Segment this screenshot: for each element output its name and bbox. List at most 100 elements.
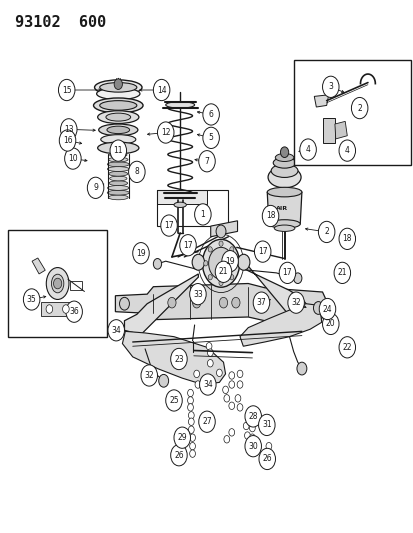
Circle shape bbox=[108, 320, 124, 341]
Text: 29: 29 bbox=[177, 433, 187, 442]
Polygon shape bbox=[313, 95, 328, 107]
Circle shape bbox=[193, 370, 199, 377]
Circle shape bbox=[228, 429, 234, 436]
Ellipse shape bbox=[107, 126, 129, 134]
Text: 19: 19 bbox=[136, 249, 145, 258]
Circle shape bbox=[179, 235, 196, 256]
Text: 25: 25 bbox=[169, 396, 178, 405]
Polygon shape bbox=[122, 332, 225, 384]
Circle shape bbox=[218, 241, 223, 246]
Circle shape bbox=[62, 305, 69, 313]
Circle shape bbox=[231, 297, 240, 308]
Polygon shape bbox=[243, 261, 309, 321]
Circle shape bbox=[215, 261, 231, 282]
Text: 18: 18 bbox=[265, 212, 275, 221]
Circle shape bbox=[262, 205, 278, 227]
Ellipse shape bbox=[267, 187, 301, 197]
Circle shape bbox=[243, 422, 249, 430]
Text: 12: 12 bbox=[161, 128, 170, 137]
Circle shape bbox=[160, 215, 177, 236]
Circle shape bbox=[165, 390, 182, 411]
Circle shape bbox=[198, 151, 215, 172]
Circle shape bbox=[189, 450, 195, 457]
Text: 36: 36 bbox=[69, 307, 79, 316]
Bar bbox=[8, 230, 107, 337]
Circle shape bbox=[192, 297, 200, 308]
Text: 17: 17 bbox=[257, 247, 267, 256]
Circle shape bbox=[221, 251, 238, 272]
Circle shape bbox=[141, 365, 157, 386]
Text: 2: 2 bbox=[323, 228, 328, 237]
Text: 4: 4 bbox=[344, 146, 349, 155]
Ellipse shape bbox=[173, 202, 186, 207]
Circle shape bbox=[53, 278, 62, 289]
Text: 30: 30 bbox=[248, 442, 257, 451]
Circle shape bbox=[202, 104, 219, 125]
Text: 20: 20 bbox=[325, 319, 335, 328]
Text: 21: 21 bbox=[218, 268, 228, 276]
Text: 8: 8 bbox=[134, 167, 139, 176]
Ellipse shape bbox=[93, 98, 143, 113]
Ellipse shape bbox=[107, 185, 129, 190]
Circle shape bbox=[237, 370, 242, 377]
Circle shape bbox=[153, 79, 169, 101]
Circle shape bbox=[249, 424, 255, 432]
Circle shape bbox=[223, 435, 229, 443]
Circle shape bbox=[228, 402, 234, 409]
Polygon shape bbox=[210, 221, 237, 237]
Ellipse shape bbox=[96, 88, 140, 100]
Circle shape bbox=[222, 386, 228, 393]
Text: 93102  600: 93102 600 bbox=[15, 14, 106, 29]
Circle shape bbox=[266, 442, 271, 450]
Text: 37: 37 bbox=[256, 298, 266, 307]
Circle shape bbox=[187, 403, 193, 411]
Text: 9: 9 bbox=[93, 183, 98, 192]
Circle shape bbox=[338, 228, 355, 249]
Text: 16: 16 bbox=[63, 136, 72, 145]
Circle shape bbox=[23, 289, 40, 310]
Polygon shape bbox=[322, 118, 334, 143]
Circle shape bbox=[278, 262, 295, 284]
Ellipse shape bbox=[268, 220, 299, 228]
Circle shape bbox=[59, 130, 76, 151]
Text: 11: 11 bbox=[113, 146, 123, 155]
Circle shape bbox=[208, 247, 233, 279]
Circle shape bbox=[189, 284, 206, 305]
Text: 21: 21 bbox=[337, 269, 346, 277]
Text: 32: 32 bbox=[291, 298, 300, 307]
Circle shape bbox=[244, 432, 250, 439]
Text: 5: 5 bbox=[208, 133, 213, 142]
Circle shape bbox=[338, 140, 355, 161]
Ellipse shape bbox=[268, 166, 300, 188]
Text: 19: 19 bbox=[225, 257, 234, 265]
Ellipse shape bbox=[94, 80, 142, 95]
Circle shape bbox=[46, 305, 52, 313]
Ellipse shape bbox=[98, 124, 138, 136]
Text: 28: 28 bbox=[248, 412, 257, 421]
Circle shape bbox=[237, 381, 242, 388]
Circle shape bbox=[253, 292, 269, 313]
Circle shape bbox=[208, 247, 212, 252]
Circle shape bbox=[219, 297, 227, 308]
Text: 17: 17 bbox=[282, 269, 292, 277]
Ellipse shape bbox=[273, 158, 295, 168]
Circle shape bbox=[216, 225, 225, 238]
Circle shape bbox=[170, 349, 187, 369]
Ellipse shape bbox=[100, 101, 137, 110]
Circle shape bbox=[58, 79, 75, 101]
Circle shape bbox=[228, 372, 234, 379]
Circle shape bbox=[229, 247, 233, 252]
Text: 34: 34 bbox=[202, 380, 212, 389]
Circle shape bbox=[207, 349, 213, 357]
Circle shape bbox=[194, 204, 211, 225]
Circle shape bbox=[170, 445, 187, 466]
Text: 3: 3 bbox=[328, 82, 332, 91]
Circle shape bbox=[198, 411, 215, 432]
Ellipse shape bbox=[109, 176, 127, 181]
Circle shape bbox=[244, 435, 261, 457]
Circle shape bbox=[128, 161, 145, 182]
Text: 24: 24 bbox=[322, 304, 332, 313]
Circle shape bbox=[245, 414, 251, 422]
Text: 26: 26 bbox=[174, 451, 183, 460]
Ellipse shape bbox=[109, 152, 127, 157]
